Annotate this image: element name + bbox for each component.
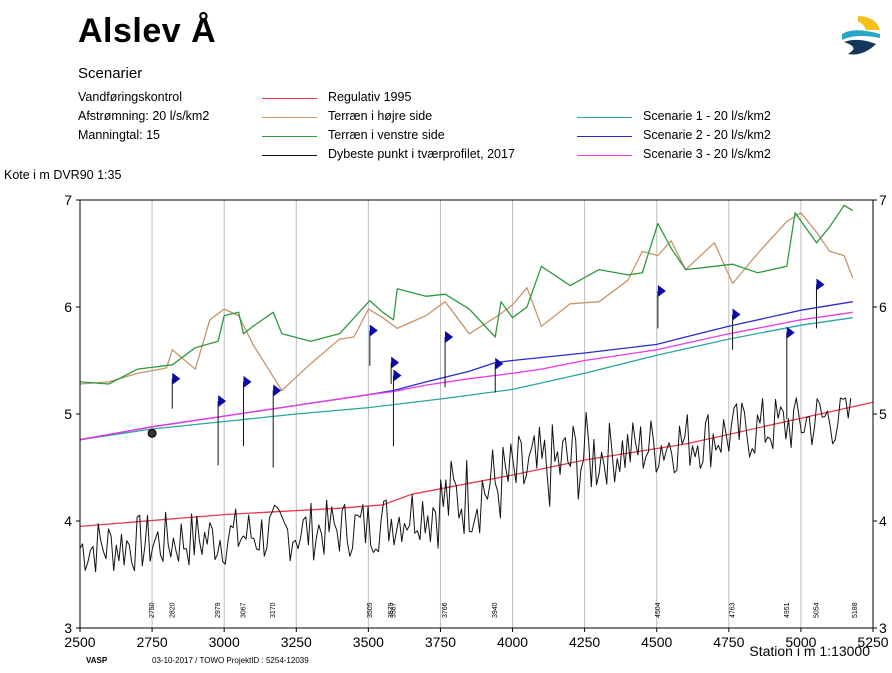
x-tick-label: 3250	[281, 634, 312, 650]
x-axis-label: Station i m 1:13000	[749, 643, 870, 659]
grid-lines	[151, 200, 802, 628]
legend-label-scenarie-3: Scenarie 3 - 20 l/s/km2	[643, 147, 771, 161]
series-line-terraen_hojre	[79, 212, 854, 392]
legend-swatch-regulativ	[262, 98, 317, 99]
plot-frame	[79, 199, 874, 629]
profile-marker-triangle	[391, 356, 400, 369]
profile-marker-triangle	[273, 384, 282, 397]
legend-label-terraen-hojre: Terræn i højre side	[328, 109, 433, 123]
profile-marker-triangle	[243, 375, 252, 388]
legend-swatch-scenarie-2	[577, 136, 632, 137]
profile-station-label: 2979	[215, 602, 222, 618]
legend-swatch-scenarie-3	[577, 155, 632, 156]
info-line-afstromning: Afstrømning: 20 l/s/km2	[78, 109, 210, 123]
legend-swatch-dybeste	[262, 155, 317, 156]
series-line-terraen_venstre	[79, 204, 854, 385]
series-line-scenarie2	[79, 301, 853, 441]
page-subtitle: Scenarier	[78, 65, 143, 82]
x-tick-label: 3500	[353, 634, 384, 650]
x-tick-label: 2750	[137, 634, 168, 650]
profile-station-label: 3067	[241, 602, 248, 618]
profile-station-label: 5054	[813, 602, 820, 618]
profile-station-label: 4763	[730, 602, 737, 618]
company-logo	[842, 16, 880, 55]
legend-label-terraen-venstre: Terræn i venstre side	[328, 128, 445, 142]
footer-brand: VASP	[86, 656, 108, 665]
x-tick-label: 4250	[569, 634, 600, 650]
profile-marker-triangle	[816, 278, 825, 291]
profile-station-label: 4504	[655, 602, 662, 618]
profile-station-label: 3505	[367, 602, 374, 618]
profile-marker-triangle	[172, 372, 181, 385]
y-tick-label-right: 6	[879, 299, 887, 315]
x-tick-label: 3000	[209, 634, 240, 650]
profile-marker-triangle	[657, 284, 666, 297]
legend-label-regulativ: Regulativ 1995	[328, 90, 412, 104]
y-tick-label-right: 7	[879, 192, 887, 208]
axis-ticks: 2500 2750 3000 3250 3500 3750 4000 4250 4500 4750…	[64, 192, 889, 650]
profile-markers	[147, 278, 825, 468]
profile-station-label: 3170	[270, 602, 277, 618]
info-line-manningtal: Manningtal: 15	[78, 128, 161, 142]
info-line-vandforing: Vandføringskontrol	[78, 90, 182, 104]
y-tick-label-right: 5	[879, 406, 887, 422]
y-tick-label-right: 3	[879, 620, 887, 636]
legend-label-dybeste: Dybeste punkt i tværprofilet, 2017	[328, 147, 515, 161]
legend-label-scenarie-1: Scenarie 1 - 20 l/s/km2	[643, 109, 771, 123]
profile-marker-triangle	[732, 308, 741, 321]
profile-marker-triangle	[218, 395, 227, 408]
profile-station-label: 3587	[390, 602, 397, 618]
legend-swatch-terraen-hojre	[262, 117, 317, 118]
series-line-dybeste	[79, 397, 852, 573]
y-tick-label-left: 5	[64, 406, 72, 422]
y-axis-label: Kote i m DVR90 1:35	[4, 168, 122, 182]
y-tick-label-right: 4	[879, 513, 887, 529]
profile-marker-triangle	[393, 369, 402, 382]
series-line-regulativ	[79, 401, 874, 528]
profile-station-label: 3579	[388, 602, 395, 618]
point-marker	[147, 428, 157, 438]
x-tick-label: 5000	[785, 634, 816, 650]
footer-info: 03-10-2017 / TOWO ProjektID : 5254-12039	[152, 656, 309, 665]
profile-marker-triangle	[495, 357, 504, 370]
profile-marker-triangle	[786, 326, 795, 339]
profile-station-label: 5188	[852, 602, 859, 618]
series-lines	[79, 204, 874, 573]
legend-label-scenarie-2: Scenarie 2 - 20 l/s/km2	[643, 128, 771, 142]
legend-swatch-scenarie-1	[577, 117, 632, 118]
profile-station-label: 3940	[492, 602, 499, 618]
y-tick-label-left: 7	[64, 192, 72, 208]
profile-station-label: 3766	[442, 602, 449, 618]
x-tick-label: 5250	[857, 634, 888, 650]
x-tick-label: 4000	[497, 634, 528, 650]
profile-station-label: 4951	[784, 602, 791, 618]
page-title: Alslev Å	[78, 12, 217, 50]
y-tick-label-left: 3	[64, 620, 72, 636]
x-tick-label: 2500	[64, 634, 95, 650]
profile-marker-triangle	[369, 324, 378, 337]
series-line-scenarie1	[79, 317, 853, 441]
legend-swatch-terraen-venstre	[262, 136, 317, 137]
profile-station-label: 2820	[169, 602, 176, 618]
series-line-scenarie3	[79, 311, 853, 441]
x-tick-label: 4750	[713, 634, 744, 650]
y-tick-label-left: 6	[64, 299, 72, 315]
y-tick-label-left: 4	[64, 513, 72, 529]
profile-marker-triangle	[445, 330, 454, 343]
x-tick-label: 3750	[425, 634, 456, 650]
profile-station-label: 2750	[149, 602, 156, 618]
x-tick-label: 4500	[641, 634, 672, 650]
